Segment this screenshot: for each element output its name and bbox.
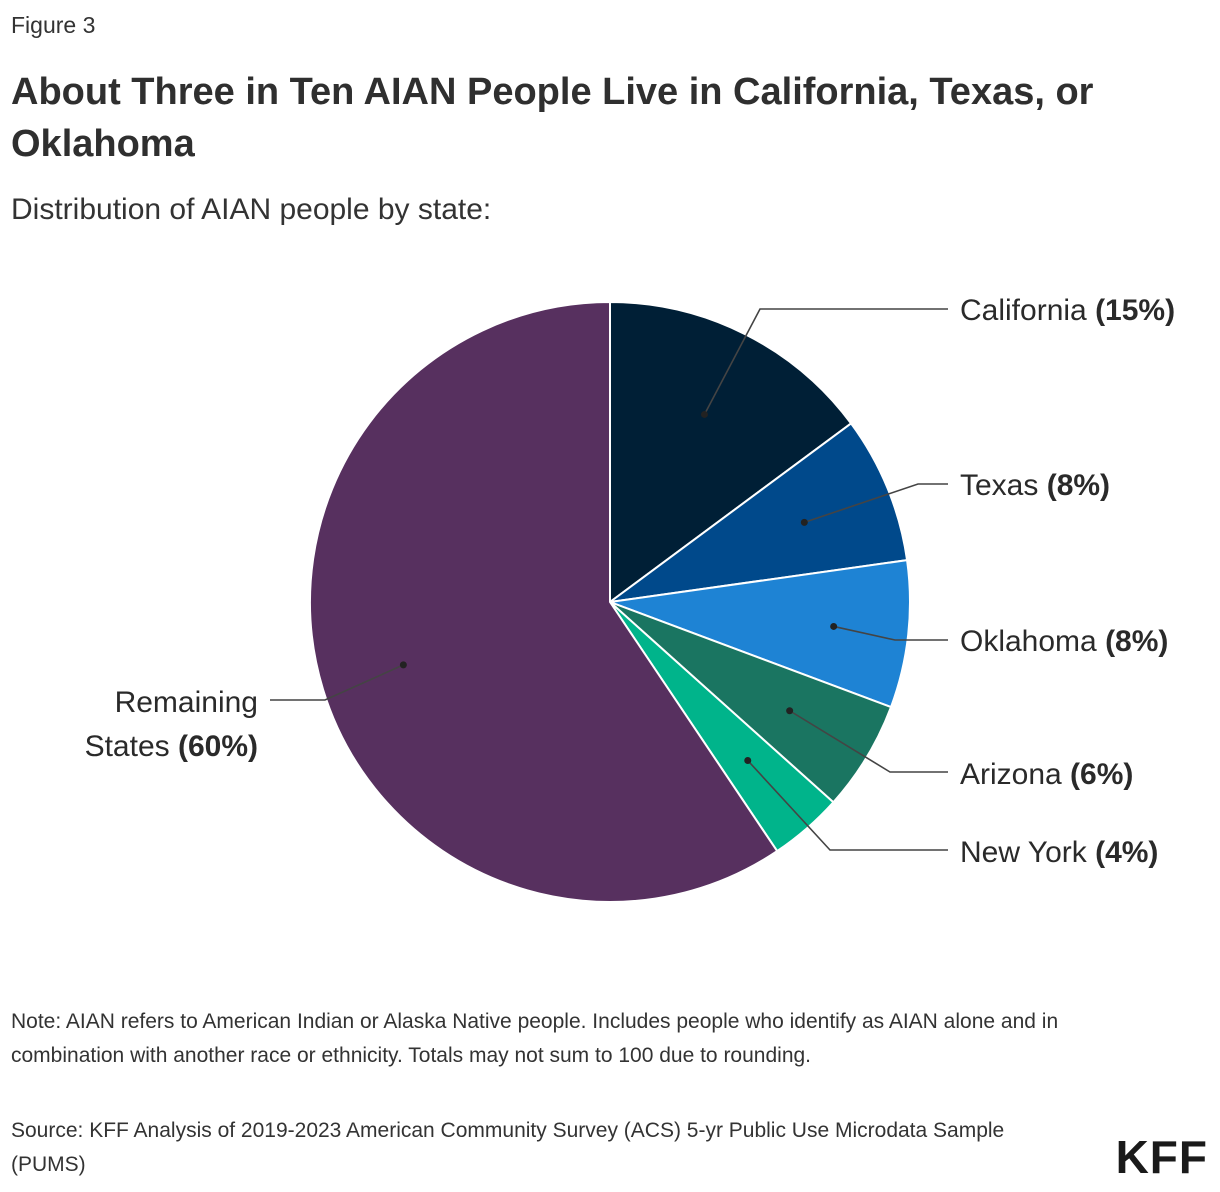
leader-line-remaining-states	[270, 664, 404, 701]
slice-label-oklahoma: Oklahoma (8%)	[960, 625, 1168, 658]
pie-slice-texas	[609, 422, 909, 603]
slice-label-remaining-states: States (60%)	[85, 730, 258, 763]
leader-lines	[270, 308, 948, 851]
pie-slice-california	[609, 300, 853, 604]
slice-value-texas: (8%)	[1038, 469, 1110, 502]
leader-dot-arizona	[786, 707, 794, 715]
leader-line-california	[703, 308, 948, 415]
leader-line-new-york	[747, 759, 948, 851]
leader-line-texas	[804, 483, 948, 524]
leader-line-oklahoma	[833, 625, 948, 641]
chart-source: Source: KFF Analysis of 2019-2023 Americ…	[11, 1119, 1005, 1176]
leader-dot-texas	[800, 518, 808, 526]
slice-value-oklahoma: (8%)	[1097, 625, 1169, 658]
slice-value-california: (15%)	[1087, 294, 1175, 327]
slice-label-new-york: New York (4%)	[960, 836, 1158, 869]
pie-slice-oklahoma	[609, 559, 911, 709]
slice-labels: California (15%) Texas (8%) Oklahoma (8%) A…	[85, 294, 1176, 869]
pie-chart: California (15%) Texas (8%) Oklahoma (8%) A…	[85, 294, 1176, 903]
leader-line-arizona	[789, 710, 948, 773]
slice-label-arizona: Arizona (6%)	[960, 758, 1133, 791]
slice-label-remaining-states: Remaining	[115, 686, 258, 719]
slice-label-california: California (15%)	[960, 294, 1175, 327]
leader-dot-california	[700, 410, 708, 418]
leader-dot-oklahoma	[830, 622, 838, 630]
slice-label-texas: Texas (8%)	[960, 469, 1110, 502]
slice-value-arizona: (6%)	[1062, 758, 1134, 791]
slice-value-new-york: (4%)	[1087, 836, 1159, 869]
pie-slices	[309, 300, 911, 903]
leader-dot-new-york	[744, 757, 752, 765]
pie-slice-remaining-states	[309, 300, 779, 903]
figure-label: Figure 3	[11, 12, 96, 38]
chart-subtitle: Distribution of AIAN people by state:	[11, 193, 492, 226]
chart-title: About Three in Ten AIAN People Live in C…	[11, 71, 1094, 165]
chart-note: Note: AIAN refers to American Indian or …	[11, 1010, 1059, 1067]
slice-value-remaining-states: (60%)	[170, 730, 258, 763]
leader-dot-remaining-states	[399, 661, 407, 669]
kff-logo: KFF	[1115, 1131, 1208, 1183]
